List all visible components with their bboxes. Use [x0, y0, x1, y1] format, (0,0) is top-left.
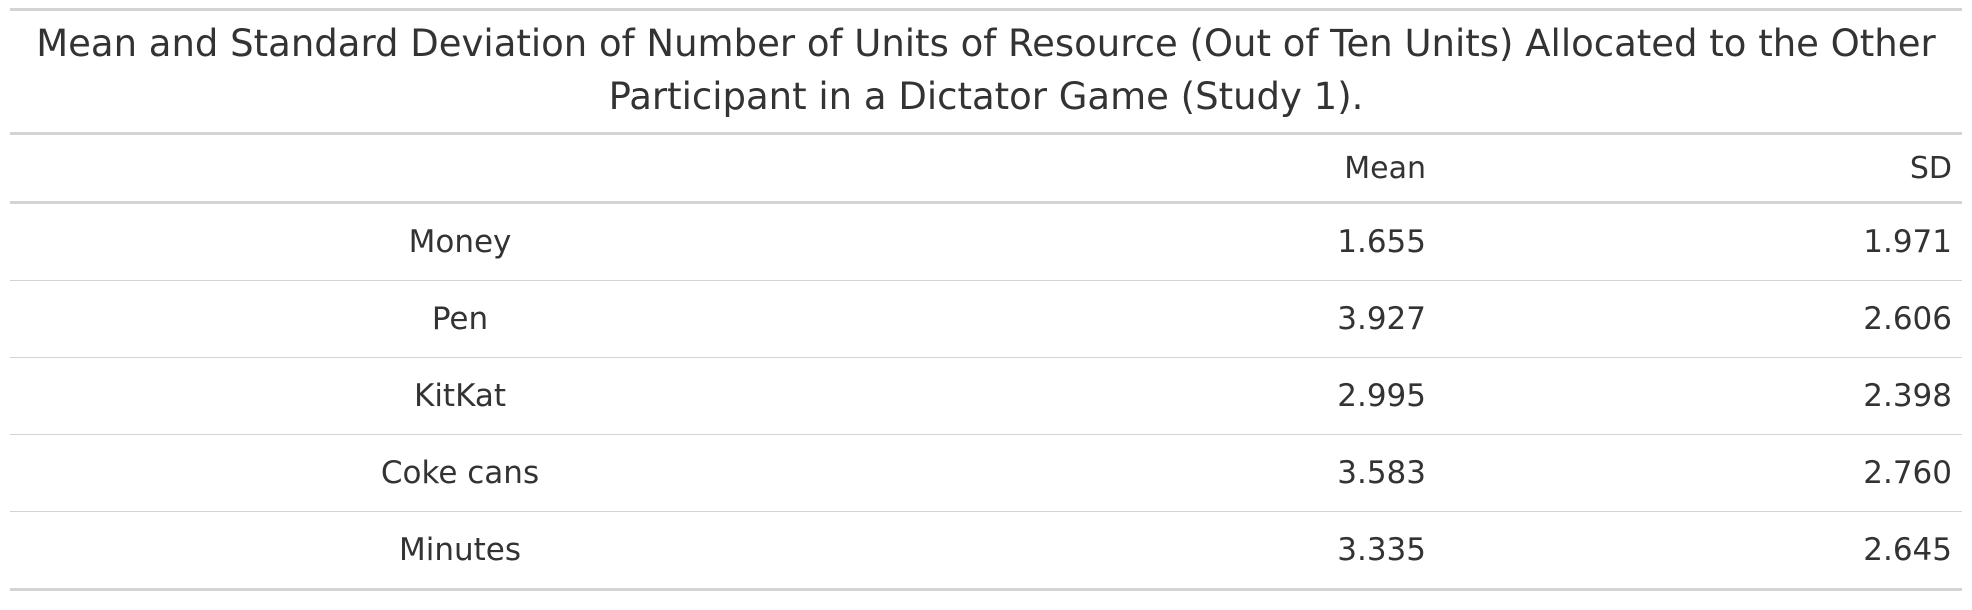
row-label: KitKat	[413, 378, 507, 414]
table-row: Coke cans 3.583 2.760	[10, 435, 1962, 512]
row-label: Coke cans	[380, 455, 540, 491]
table-row: Minutes 3.335 2.645	[10, 512, 1962, 590]
row-sd: 1.971	[1863, 224, 1952, 260]
results-table: Mean SD Money 1.655 1.971 Pen 3.927 2.60…	[10, 132, 1962, 591]
top-rule	[10, 8, 1962, 11]
header-row: Mean SD	[10, 133, 1962, 203]
row-mean: 1.655	[1337, 224, 1426, 260]
row-sd: 2.606	[1863, 301, 1952, 337]
row-mean: 3.335	[1337, 532, 1426, 568]
row-mean: 3.583	[1337, 455, 1426, 491]
row-mean: 2.995	[1337, 378, 1426, 414]
header-label	[10, 134, 910, 203]
header-mean: Mean	[1344, 150, 1426, 186]
table-caption: Mean and Standard Deviation of Number of…	[36, 22, 1936, 118]
table-row: Money 1.655 1.971	[10, 203, 1962, 281]
results-table-container: Mean and Standard Deviation of Number of…	[10, 8, 1962, 591]
row-label: Minutes	[398, 532, 522, 568]
row-sd: 2.645	[1863, 532, 1952, 568]
table-row: Pen 3.927 2.606	[10, 281, 1962, 358]
row-sd: 2.398	[1863, 378, 1952, 414]
row-label: Money	[408, 224, 512, 260]
header-sd: SD	[1909, 150, 1952, 186]
row-label: Pen	[431, 301, 489, 337]
row-mean: 3.927	[1337, 301, 1426, 337]
table-row: KitKat 2.995 2.398	[10, 358, 1962, 435]
row-sd: 2.760	[1863, 455, 1952, 491]
